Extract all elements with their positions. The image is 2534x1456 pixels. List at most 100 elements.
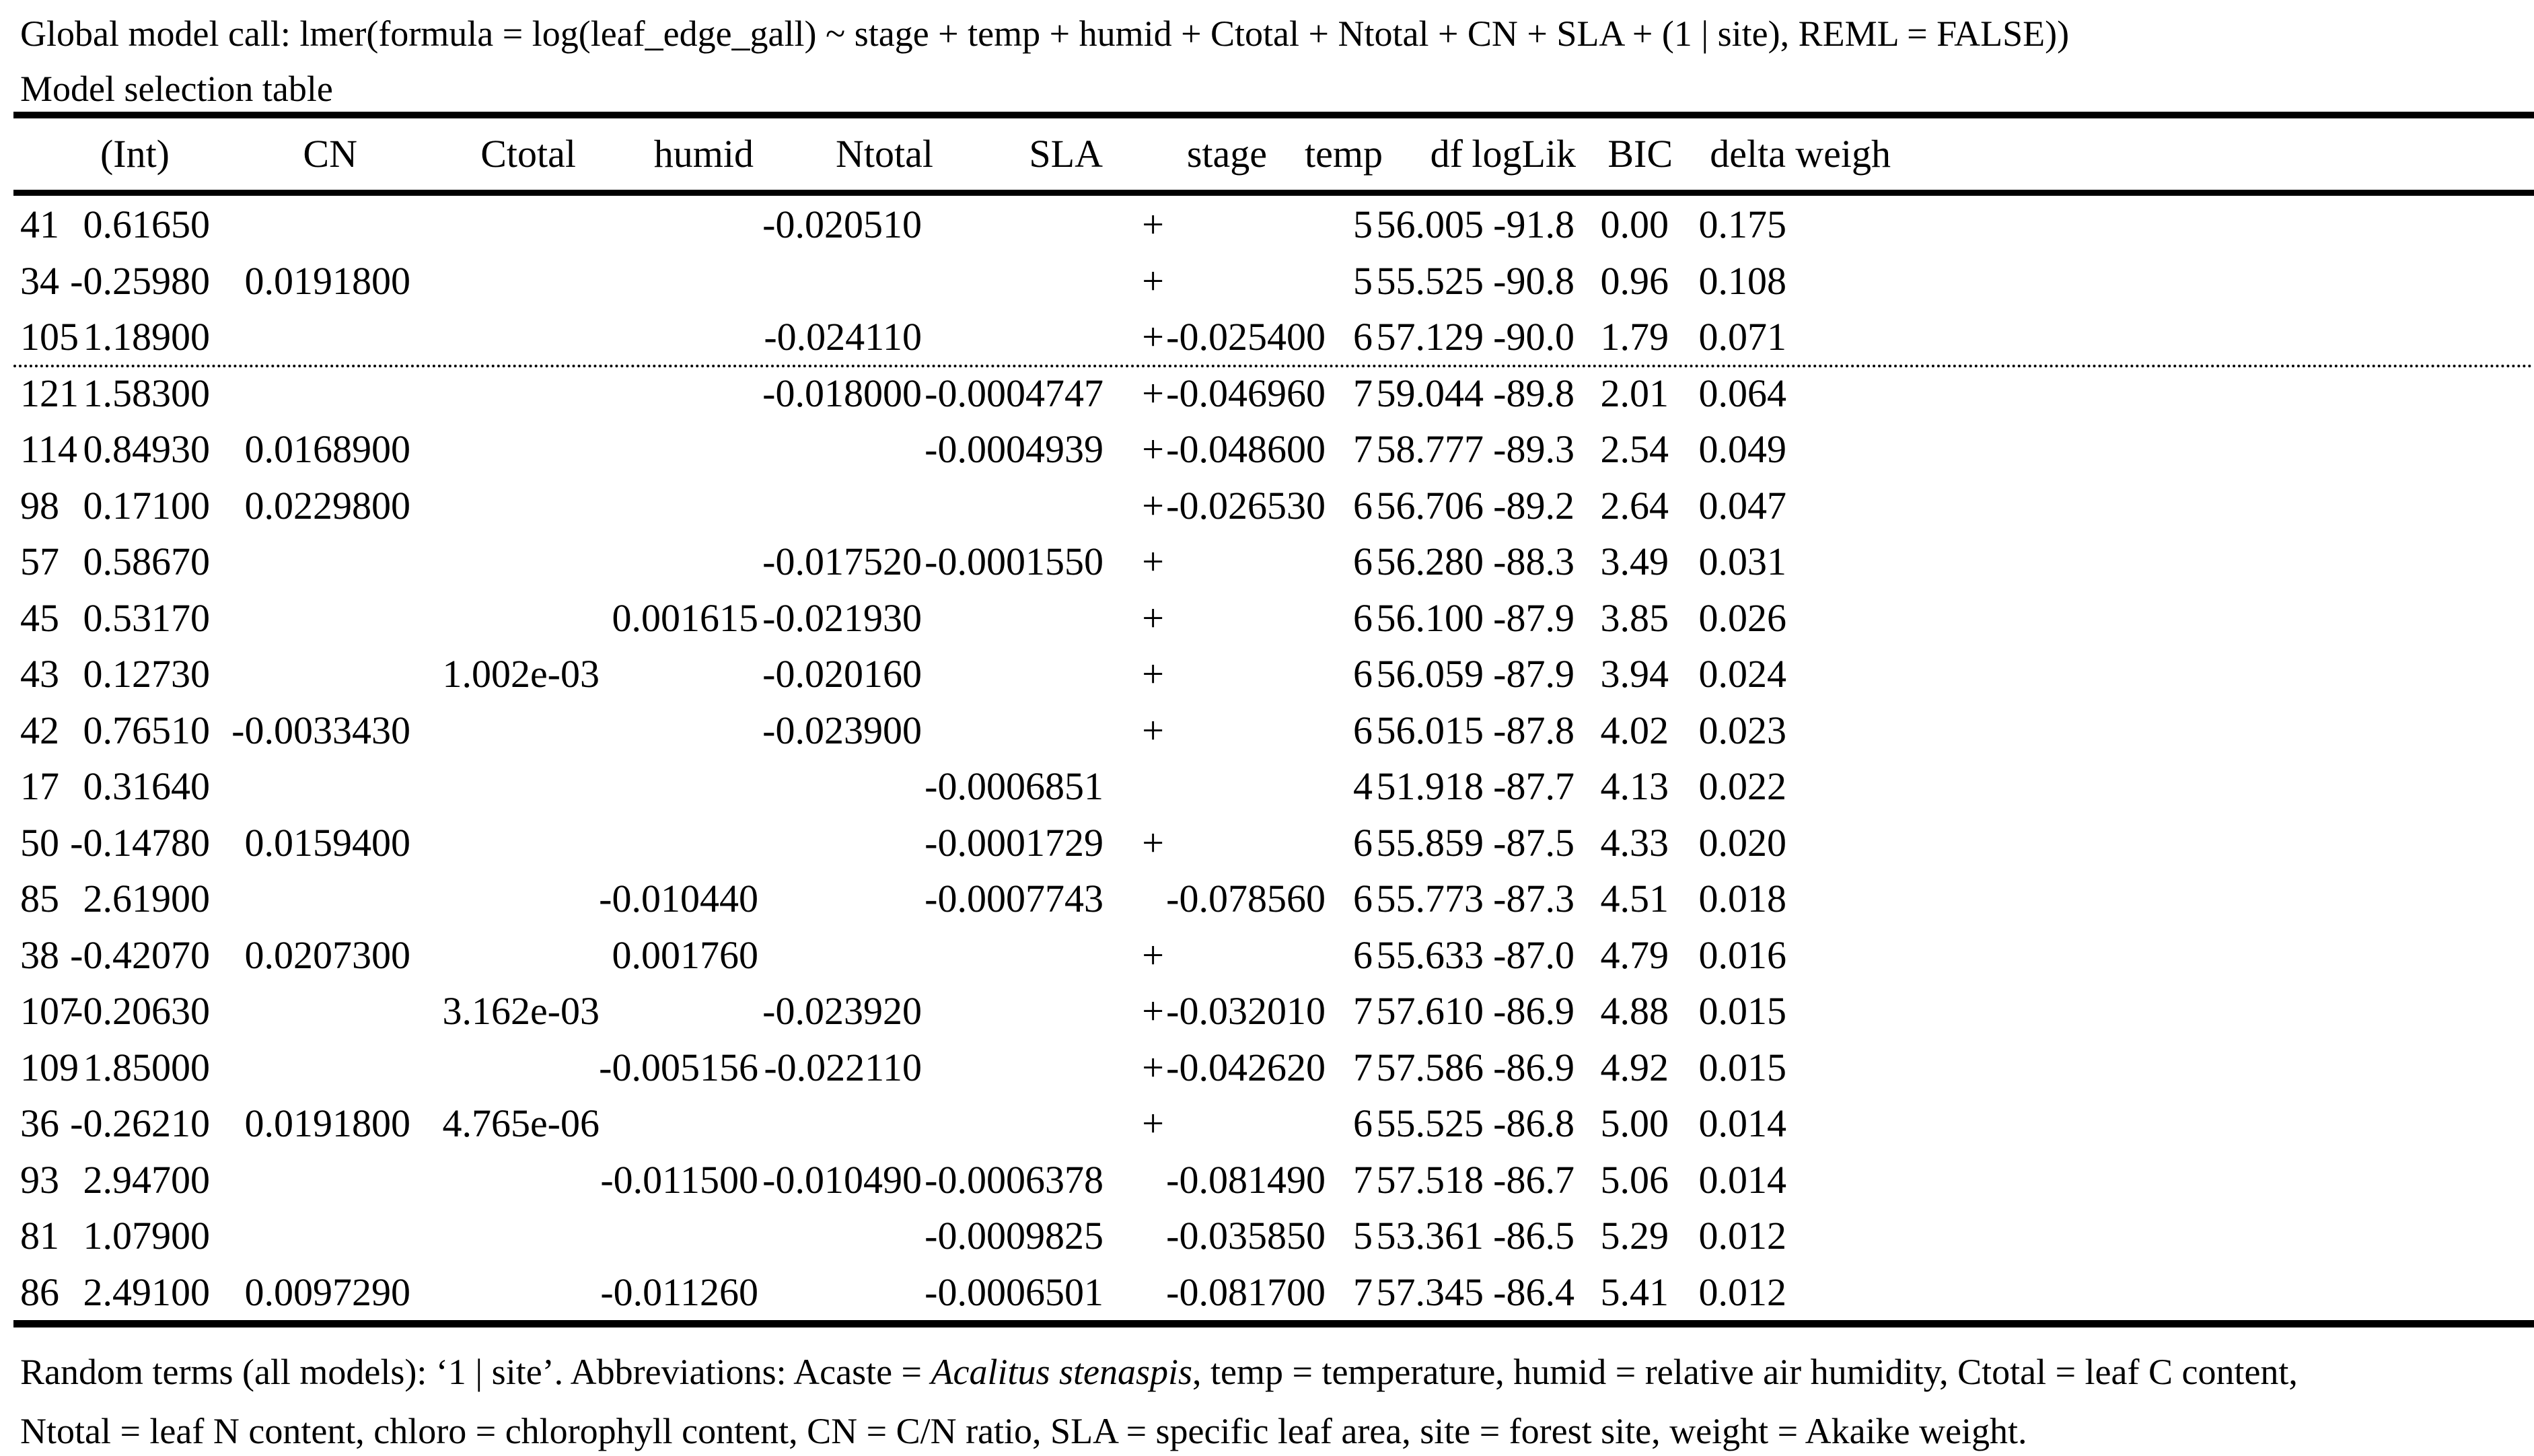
cell-df: 7 bbox=[1353, 1270, 1373, 1314]
cell-bic: -89.3 bbox=[1493, 427, 1574, 471]
table-row-43: 43 0.12730 1.002e-03 -0.020160 +6 56.059 -87.9… bbox=[0, 646, 2534, 702]
cell-model: 57 bbox=[20, 540, 59, 583]
cell-bic: -87.8 bbox=[1493, 708, 1574, 752]
cell-df: 6 bbox=[1353, 540, 1373, 583]
cell-humid: 0.001760 bbox=[612, 933, 759, 977]
table-row-109: 109 1.85000 -0.005156 -0.022110 + -0.042620 7 5… bbox=[0, 1040, 2534, 1096]
cell-weight: 0.020 bbox=[1698, 821, 1787, 865]
col-header-humid: humid bbox=[653, 132, 754, 176]
cell-delta: 5.41 bbox=[1600, 1270, 1669, 1314]
cell-bic: -87.5 bbox=[1493, 821, 1574, 865]
cell-bic: -86.9 bbox=[1493, 989, 1574, 1033]
footnote-line1-prefix: Random terms (all models): ‘1 | site’. A… bbox=[20, 1352, 931, 1392]
cell-weight: 0.064 bbox=[1698, 371, 1787, 415]
table-row-114: 114 0.84930 0.0168900 -0.0004939 + -0.048600 7… bbox=[0, 421, 2534, 478]
cell-humid: 0.001615 bbox=[612, 596, 759, 640]
table-row-105: 105 1.18900 -0.024110 + -0.025400 6 57.129 -90.… bbox=[0, 309, 2534, 365]
cell-df: 7 bbox=[1353, 427, 1373, 471]
cell-delta: 4.92 bbox=[1600, 1046, 1669, 1089]
table-row-42: 42 0.76510 -0.0033430 -0.023900 +6 56.015 -87.… bbox=[0, 702, 2534, 759]
cell-delta: 5.00 bbox=[1600, 1101, 1669, 1145]
cell-sla: -0.0006501 bbox=[925, 1270, 1103, 1314]
table-row-93: 93 2.94700 -0.011500 -0.010490 -0.0006378 -0.… bbox=[0, 1152, 2534, 1208]
cell-stage: + bbox=[1142, 989, 1164, 1033]
cell-weight: 0.014 bbox=[1698, 1101, 1787, 1145]
cell-model: 98 bbox=[20, 484, 59, 527]
cell-humid: -0.005156 bbox=[599, 1046, 758, 1089]
cell-df: 6 bbox=[1353, 315, 1373, 359]
table-header-row: (Int) CN Ctotal humid Ntotal SLA stage temp df lo… bbox=[0, 118, 2534, 190]
cell-int: 0.84930 bbox=[83, 427, 211, 471]
cell-df: 6 bbox=[1353, 933, 1373, 977]
cell-delta: 3.85 bbox=[1600, 596, 1669, 640]
col-header-temp: temp bbox=[1305, 132, 1383, 176]
cell-cn: -0.0033430 bbox=[231, 708, 410, 752]
cell-loglik: 55.525 bbox=[1376, 1101, 1484, 1145]
cell-df: 7 bbox=[1353, 1158, 1373, 1202]
cell-df: 6 bbox=[1353, 484, 1373, 527]
cell-weight: 0.049 bbox=[1698, 427, 1787, 471]
cell-model: 105 bbox=[20, 315, 79, 359]
cell-df: 7 bbox=[1353, 1046, 1373, 1089]
cell-humid: -0.011260 bbox=[600, 1270, 758, 1314]
table-title: Model selection table bbox=[20, 69, 333, 109]
cell-model: 109 bbox=[20, 1046, 79, 1089]
cell-delta: 0.00 bbox=[1600, 203, 1669, 246]
cell-bic: -86.4 bbox=[1493, 1270, 1574, 1314]
col-header-stage: stage bbox=[1186, 132, 1267, 176]
cell-loglik: 56.015 bbox=[1376, 708, 1484, 752]
cell-df: 6 bbox=[1353, 877, 1373, 920]
cell-weight: 0.012 bbox=[1698, 1270, 1787, 1314]
cell-model: 93 bbox=[20, 1158, 59, 1202]
global-model-call: Global model call: lmer(formula = log(le… bbox=[20, 13, 2070, 54]
cell-delta: 0.96 bbox=[1600, 259, 1669, 303]
cell-weight: 0.031 bbox=[1698, 540, 1787, 583]
cell-df: 6 bbox=[1353, 652, 1373, 696]
cell-int: 2.94700 bbox=[83, 1158, 211, 1202]
cell-ntotal: -0.023920 bbox=[762, 989, 922, 1033]
cell-loglik: 55.773 bbox=[1376, 877, 1484, 920]
cell-model: 17 bbox=[20, 764, 59, 808]
cell-stage: + bbox=[1142, 596, 1164, 640]
cell-ntotal: -0.020160 bbox=[762, 652, 922, 696]
cell-cn: 0.0207300 bbox=[244, 933, 411, 977]
cell-loglik: 58.777 bbox=[1376, 427, 1484, 471]
cell-weight: 0.108 bbox=[1698, 259, 1787, 303]
table-row-81: 81 1.07900 -0.0009825 -0.035850 5 53.361 -86.5… bbox=[0, 1208, 2534, 1264]
cell-weight: 0.022 bbox=[1698, 764, 1787, 808]
col-header-cn: CN bbox=[303, 132, 357, 176]
cell-bic: -89.8 bbox=[1493, 371, 1574, 415]
cell-stage: + bbox=[1142, 371, 1164, 415]
table-row-38: 38 -0.42070 0.0207300 0.001760 +6 55.633 -87.0… bbox=[0, 927, 2534, 984]
table-row-45: 45 0.53170 0.001615 -0.021930 +6 56.100 -87.9 3… bbox=[0, 590, 2534, 647]
cell-ntotal: -0.024110 bbox=[764, 315, 922, 359]
cell-delta: 4.79 bbox=[1600, 933, 1669, 977]
col-header-loglik: logLik bbox=[1472, 132, 1576, 176]
cell-temp: -0.046960 bbox=[1166, 371, 1326, 415]
cell-weight: 0.014 bbox=[1698, 1158, 1787, 1202]
cell-int: 1.18900 bbox=[83, 315, 211, 359]
footnote-line2: Ntotal = leaf N content, chloro = chloro… bbox=[20, 1411, 2027, 1451]
cell-sla: -0.0007743 bbox=[925, 877, 1103, 920]
cell-model: 107 bbox=[20, 989, 79, 1033]
cell-df: 6 bbox=[1353, 821, 1373, 865]
cell-df: 7 bbox=[1353, 989, 1373, 1033]
cell-sla: -0.0001550 bbox=[925, 540, 1103, 583]
col-header-bic: BIC bbox=[1607, 132, 1673, 176]
cell-model: 42 bbox=[20, 708, 59, 752]
cell-int: 0.61650 bbox=[83, 203, 211, 246]
cell-delta: 4.88 bbox=[1600, 989, 1669, 1033]
cell-int: -0.26210 bbox=[70, 1101, 210, 1145]
cell-delta: 4.33 bbox=[1600, 821, 1669, 865]
footnote-line1-suffix: , temp = temperature, humid = relative a… bbox=[1192, 1352, 2298, 1392]
cell-bic: -86.5 bbox=[1493, 1214, 1574, 1258]
cell-humid: -0.010440 bbox=[599, 877, 758, 920]
table-row-86: 86 2.49100 0.0097290 -0.011260 -0.0006501 -0.… bbox=[0, 1264, 2534, 1321]
col-header-delta: delta bbox=[1710, 132, 1786, 176]
cell-model: 41 bbox=[20, 203, 59, 246]
cell-temp: -0.081490 bbox=[1166, 1158, 1326, 1202]
cell-delta: 3.94 bbox=[1600, 652, 1669, 696]
cell-cn: 0.0097290 bbox=[244, 1270, 411, 1314]
table-row-85: 85 2.61900 -0.010440 -0.0007743 -0.078560 6 55… bbox=[0, 871, 2534, 927]
